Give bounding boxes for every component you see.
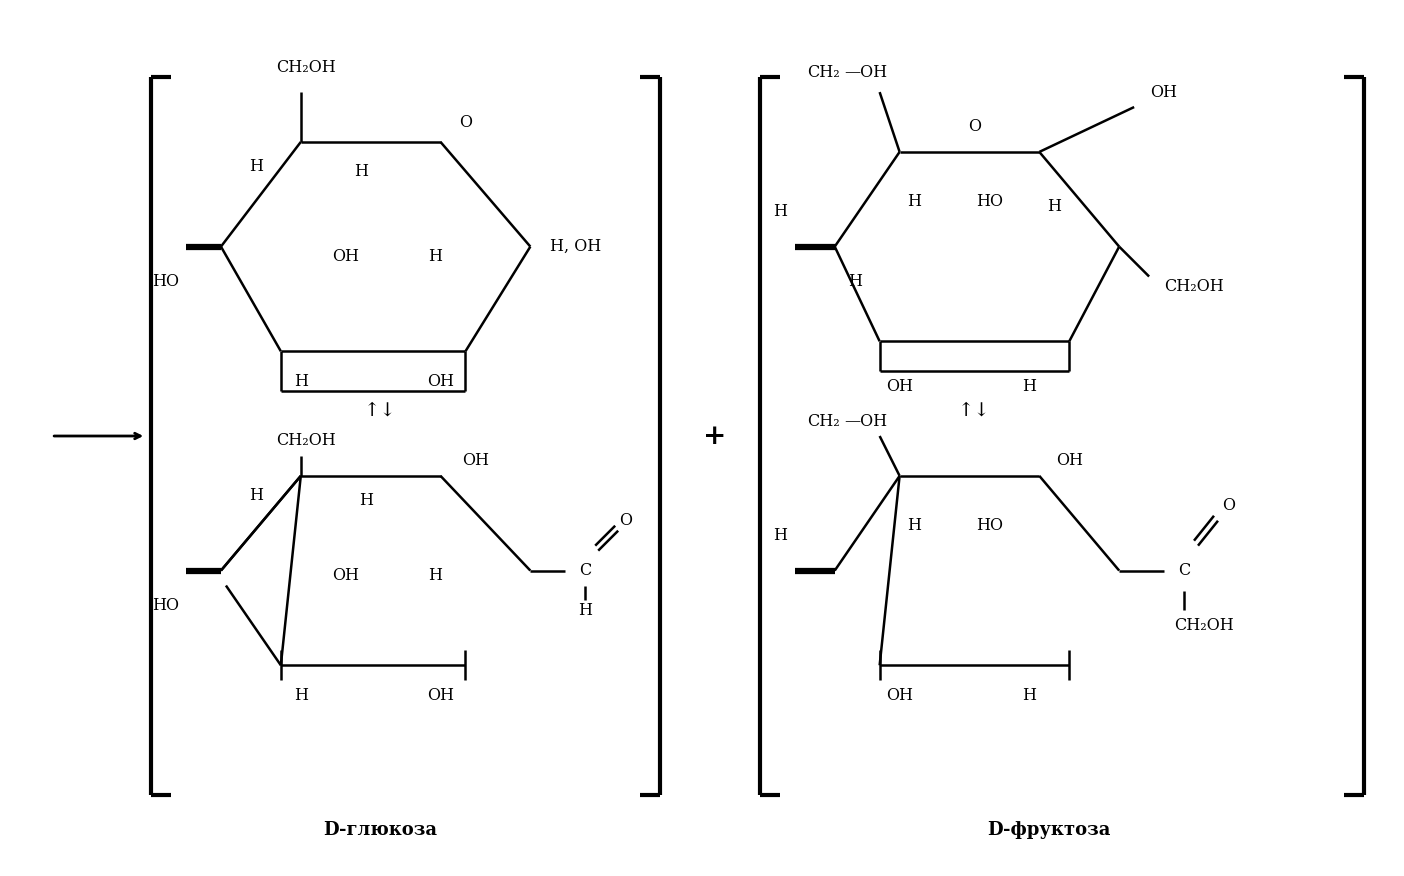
Text: OH: OH — [462, 452, 489, 470]
Text: H: H — [848, 273, 862, 290]
Text: H: H — [249, 487, 263, 505]
Text: OH: OH — [886, 687, 913, 703]
Text: CH₂OH: CH₂OH — [277, 59, 336, 75]
Text: H: H — [293, 687, 307, 703]
Text: D-глюкоза: D-глюкоза — [324, 821, 438, 838]
Text: O: O — [459, 114, 472, 131]
Text: OH: OH — [1151, 83, 1178, 101]
Text: —OH: —OH — [845, 413, 887, 429]
Text: O: O — [967, 118, 981, 136]
Text: C: C — [578, 562, 591, 579]
Text: OH: OH — [1056, 452, 1082, 470]
Text: CH₂OH: CH₂OH — [1174, 617, 1234, 634]
Text: H: H — [772, 527, 786, 544]
Text: HO: HO — [153, 273, 180, 290]
Text: H: H — [428, 567, 442, 584]
Text: HO: HO — [976, 194, 1002, 210]
Text: HO: HO — [976, 517, 1002, 534]
Text: OH: OH — [333, 567, 359, 584]
Text: +: + — [703, 422, 727, 449]
Text: D-фруктоза: D-фруктоза — [987, 821, 1111, 838]
Text: CH₂: CH₂ — [807, 413, 840, 429]
Text: OH: OH — [427, 687, 453, 703]
Text: OH: OH — [886, 378, 913, 395]
Text: H: H — [1022, 378, 1036, 395]
Text: CH₂OH: CH₂OH — [277, 433, 336, 449]
Text: HO: HO — [153, 597, 180, 614]
Text: H: H — [907, 194, 921, 210]
Text: CH₂OH: CH₂OH — [1164, 278, 1224, 295]
Text: H: H — [358, 492, 372, 509]
Text: C: C — [1178, 562, 1191, 579]
Text: H: H — [772, 203, 786, 220]
Text: H: H — [428, 248, 442, 265]
Text: O: O — [1223, 498, 1236, 514]
Text: H, OH: H, OH — [549, 238, 601, 255]
Text: O: O — [619, 512, 632, 529]
Text: —OH: —OH — [845, 64, 887, 81]
Text: OH: OH — [427, 372, 453, 390]
Text: H: H — [293, 372, 307, 390]
Text: H: H — [907, 517, 921, 534]
Text: ↑↓: ↑↓ — [364, 402, 397, 420]
Text: H: H — [1022, 687, 1036, 703]
Text: OH: OH — [333, 248, 359, 265]
Text: H: H — [1047, 198, 1061, 215]
Text: H: H — [578, 602, 592, 619]
Text: ↑↓: ↑↓ — [958, 402, 991, 420]
Text: H: H — [249, 159, 263, 175]
Text: CH₂: CH₂ — [807, 64, 840, 81]
Text: H: H — [354, 163, 368, 180]
